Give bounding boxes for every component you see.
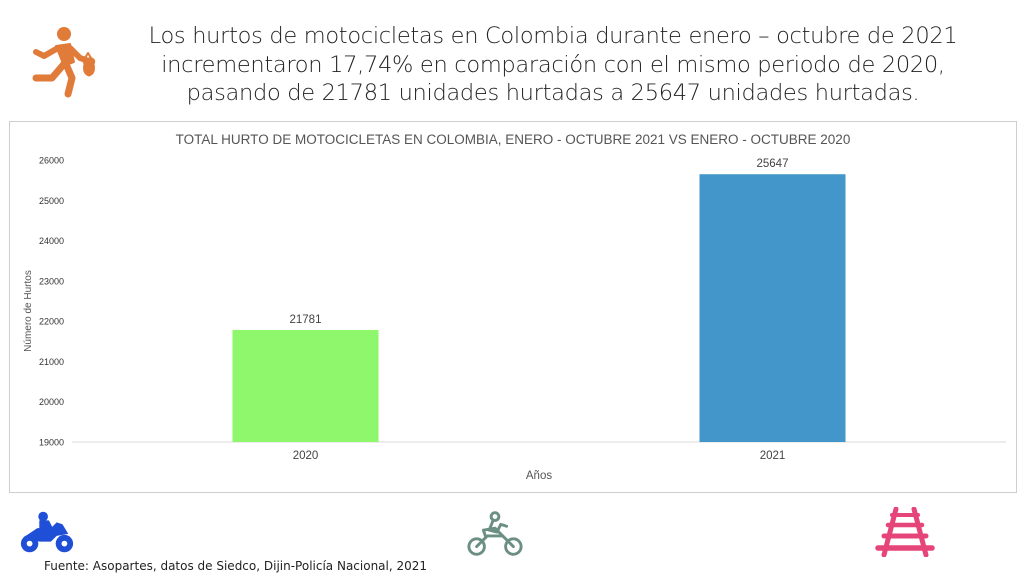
x-axis-label: Años [526,470,552,482]
y-tick-label: 20000 [39,397,64,407]
thief-running-icon [32,27,96,98]
chart-title: TOTAL HURTO DE MOTOCICLETAS EN COLOMBIA,… [176,132,851,147]
y-tick-label: 21000 [39,357,64,367]
bar-2020 [232,329,379,442]
y-tick-label: 24000 [39,236,64,246]
data-label-2021: 25647 [757,158,789,170]
bar-chart: TOTAL HURTO DE MOTOCICLETAS EN COLOMBIA,… [23,132,1006,482]
chart-container: TOTAL HURTO DE MOTOCICLETAS EN COLOMBIA,… [9,121,1017,493]
motorcycle-outline-icon [467,511,523,556]
y-tick-label: 22000 [39,317,64,327]
y-tick-label: 23000 [39,276,64,286]
x-tick-label: 2020 [293,450,319,462]
y-tick-label: 26000 [39,156,64,166]
x-tick-label: 2021 [760,450,786,462]
bar-2021 [699,174,846,442]
y-tick-label: 25000 [39,196,64,206]
source-note: Fuente: Asopartes, datos de Siedco, Diji… [44,559,428,573]
headline-text: Los hurtos de motocicletas en Colombia d… [148,23,958,106]
y-axis-label: Número de Hurtos [23,270,34,352]
y-tick-label: 19000 [39,438,64,448]
railway-track-icon [875,507,935,557]
motorcycle-rider-icon [20,511,74,553]
data-label-2020: 21781 [290,314,322,326]
